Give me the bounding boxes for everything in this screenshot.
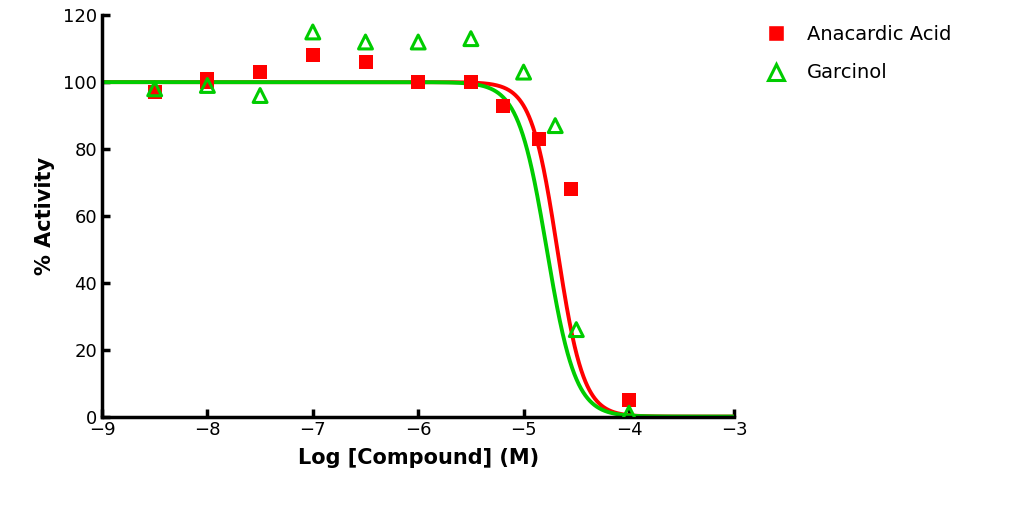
- Point: [305, 28, 321, 36]
- Point: [147, 88, 163, 96]
- Point: [357, 58, 373, 66]
- X-axis label: Log [Compound] (M): Log [Compound] (M): [298, 448, 538, 468]
- Point: [199, 81, 215, 89]
- Point: [531, 135, 547, 143]
- Point: [199, 78, 215, 86]
- Point: [568, 326, 584, 334]
- Point: [252, 68, 268, 76]
- Point: [621, 396, 637, 404]
- Point: [147, 85, 163, 93]
- Point: [515, 68, 531, 76]
- Y-axis label: % Activity: % Activity: [35, 157, 55, 275]
- Point: [357, 38, 373, 46]
- Point: [463, 35, 479, 43]
- Point: [494, 102, 511, 110]
- Point: [621, 409, 637, 417]
- Point: [305, 51, 321, 59]
- Point: [410, 38, 426, 46]
- Point: [252, 91, 268, 100]
- Point: [562, 185, 579, 193]
- Point: [463, 78, 479, 86]
- Point: [199, 75, 215, 83]
- Point: [546, 121, 562, 130]
- Legend: Anacardic Acid, Garcinol: Anacardic Acid, Garcinol: [756, 25, 951, 82]
- Point: [410, 78, 426, 86]
